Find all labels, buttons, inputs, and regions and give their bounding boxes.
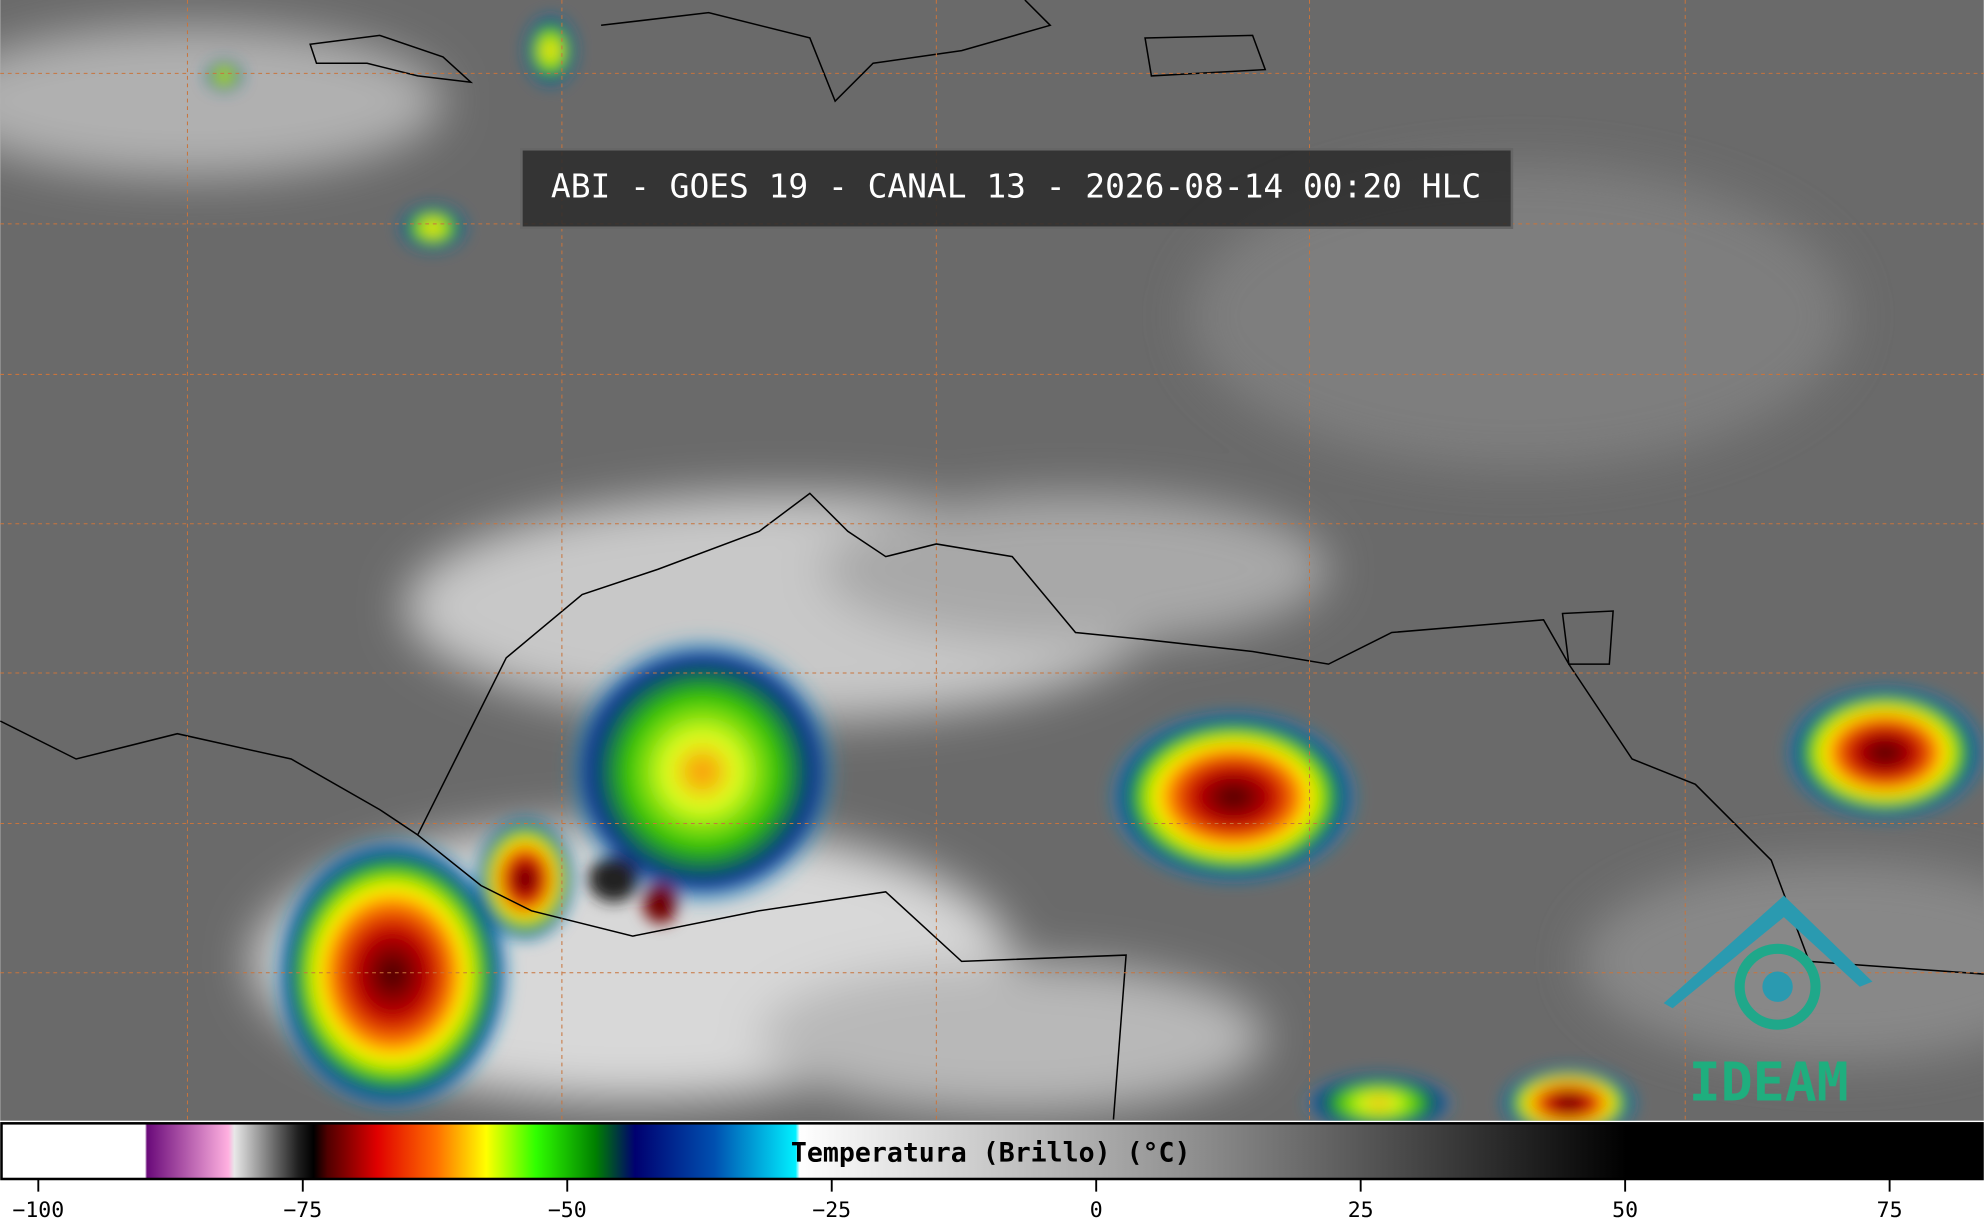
title-box <box>520 148 1514 229</box>
tick-label: −50 <box>548 1198 587 1222</box>
tick-label: 0 <box>1090 1198 1103 1222</box>
tick-label: −25 <box>812 1198 851 1222</box>
coastlines <box>0 0 1984 1120</box>
tick-label: 25 <box>1348 1198 1374 1222</box>
colorbar-label: Temperatura (Brillo) (°C) <box>791 1137 1191 1168</box>
image-title: ABI - GOES 19 - CANAL 13 - 2026-08-14 00… <box>551 166 1481 205</box>
logo-text: IDEAM <box>1689 1052 1849 1114</box>
tick-label: 75 <box>1877 1198 1903 1222</box>
tick-label: −100 <box>12 1198 64 1222</box>
graticule <box>0 0 1984 1121</box>
colorbar-ticks: −100 −75 −50 −25 0 25 50 75 <box>12 1178 1903 1222</box>
logo: IDEAM <box>1663 895 1873 1114</box>
tick-label: 50 <box>1612 1198 1638 1222</box>
tick-label: −75 <box>283 1198 322 1222</box>
colorbar <box>0 1122 1984 1181</box>
